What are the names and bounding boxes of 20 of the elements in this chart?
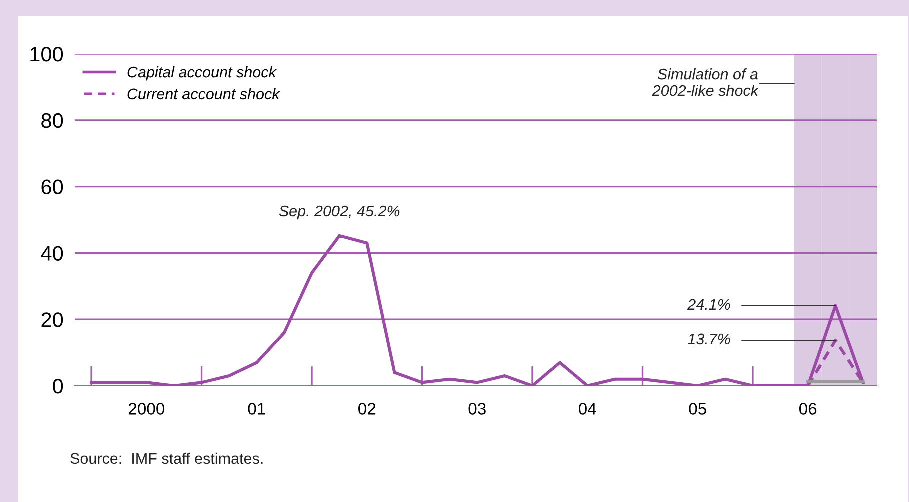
source-note: Source: IMF staff estimates.	[70, 452, 263, 464]
legend-label: Capital account shock	[128, 66, 278, 81]
x-tick-label: 05	[689, 403, 706, 415]
y-tick-label: 80	[42, 113, 64, 128]
y-tick-label: 0	[53, 379, 64, 394]
data-label: 24.1%	[688, 299, 730, 310]
x-tick-label: 03	[468, 403, 486, 415]
data-label: Sep. 2002, 45.2%	[279, 206, 400, 220]
y-tick-label: 20	[42, 312, 64, 328]
x-tick-label: 01	[248, 403, 266, 415]
data-label: 13.7%	[688, 334, 730, 345]
x-tick-label: 02	[358, 403, 376, 415]
y-tick-label: 40	[41, 246, 64, 261]
y-tick-label: 100	[30, 47, 64, 62]
legend-label: Current account shock	[128, 88, 280, 100]
y-tick-label: 60	[42, 180, 64, 195]
annotation: Simulation of a 2002-like shock	[652, 68, 760, 96]
x-tick-label: 04	[579, 403, 596, 415]
x-tick-label: 06	[799, 403, 817, 415]
x-tick-label: 2000	[128, 403, 165, 415]
